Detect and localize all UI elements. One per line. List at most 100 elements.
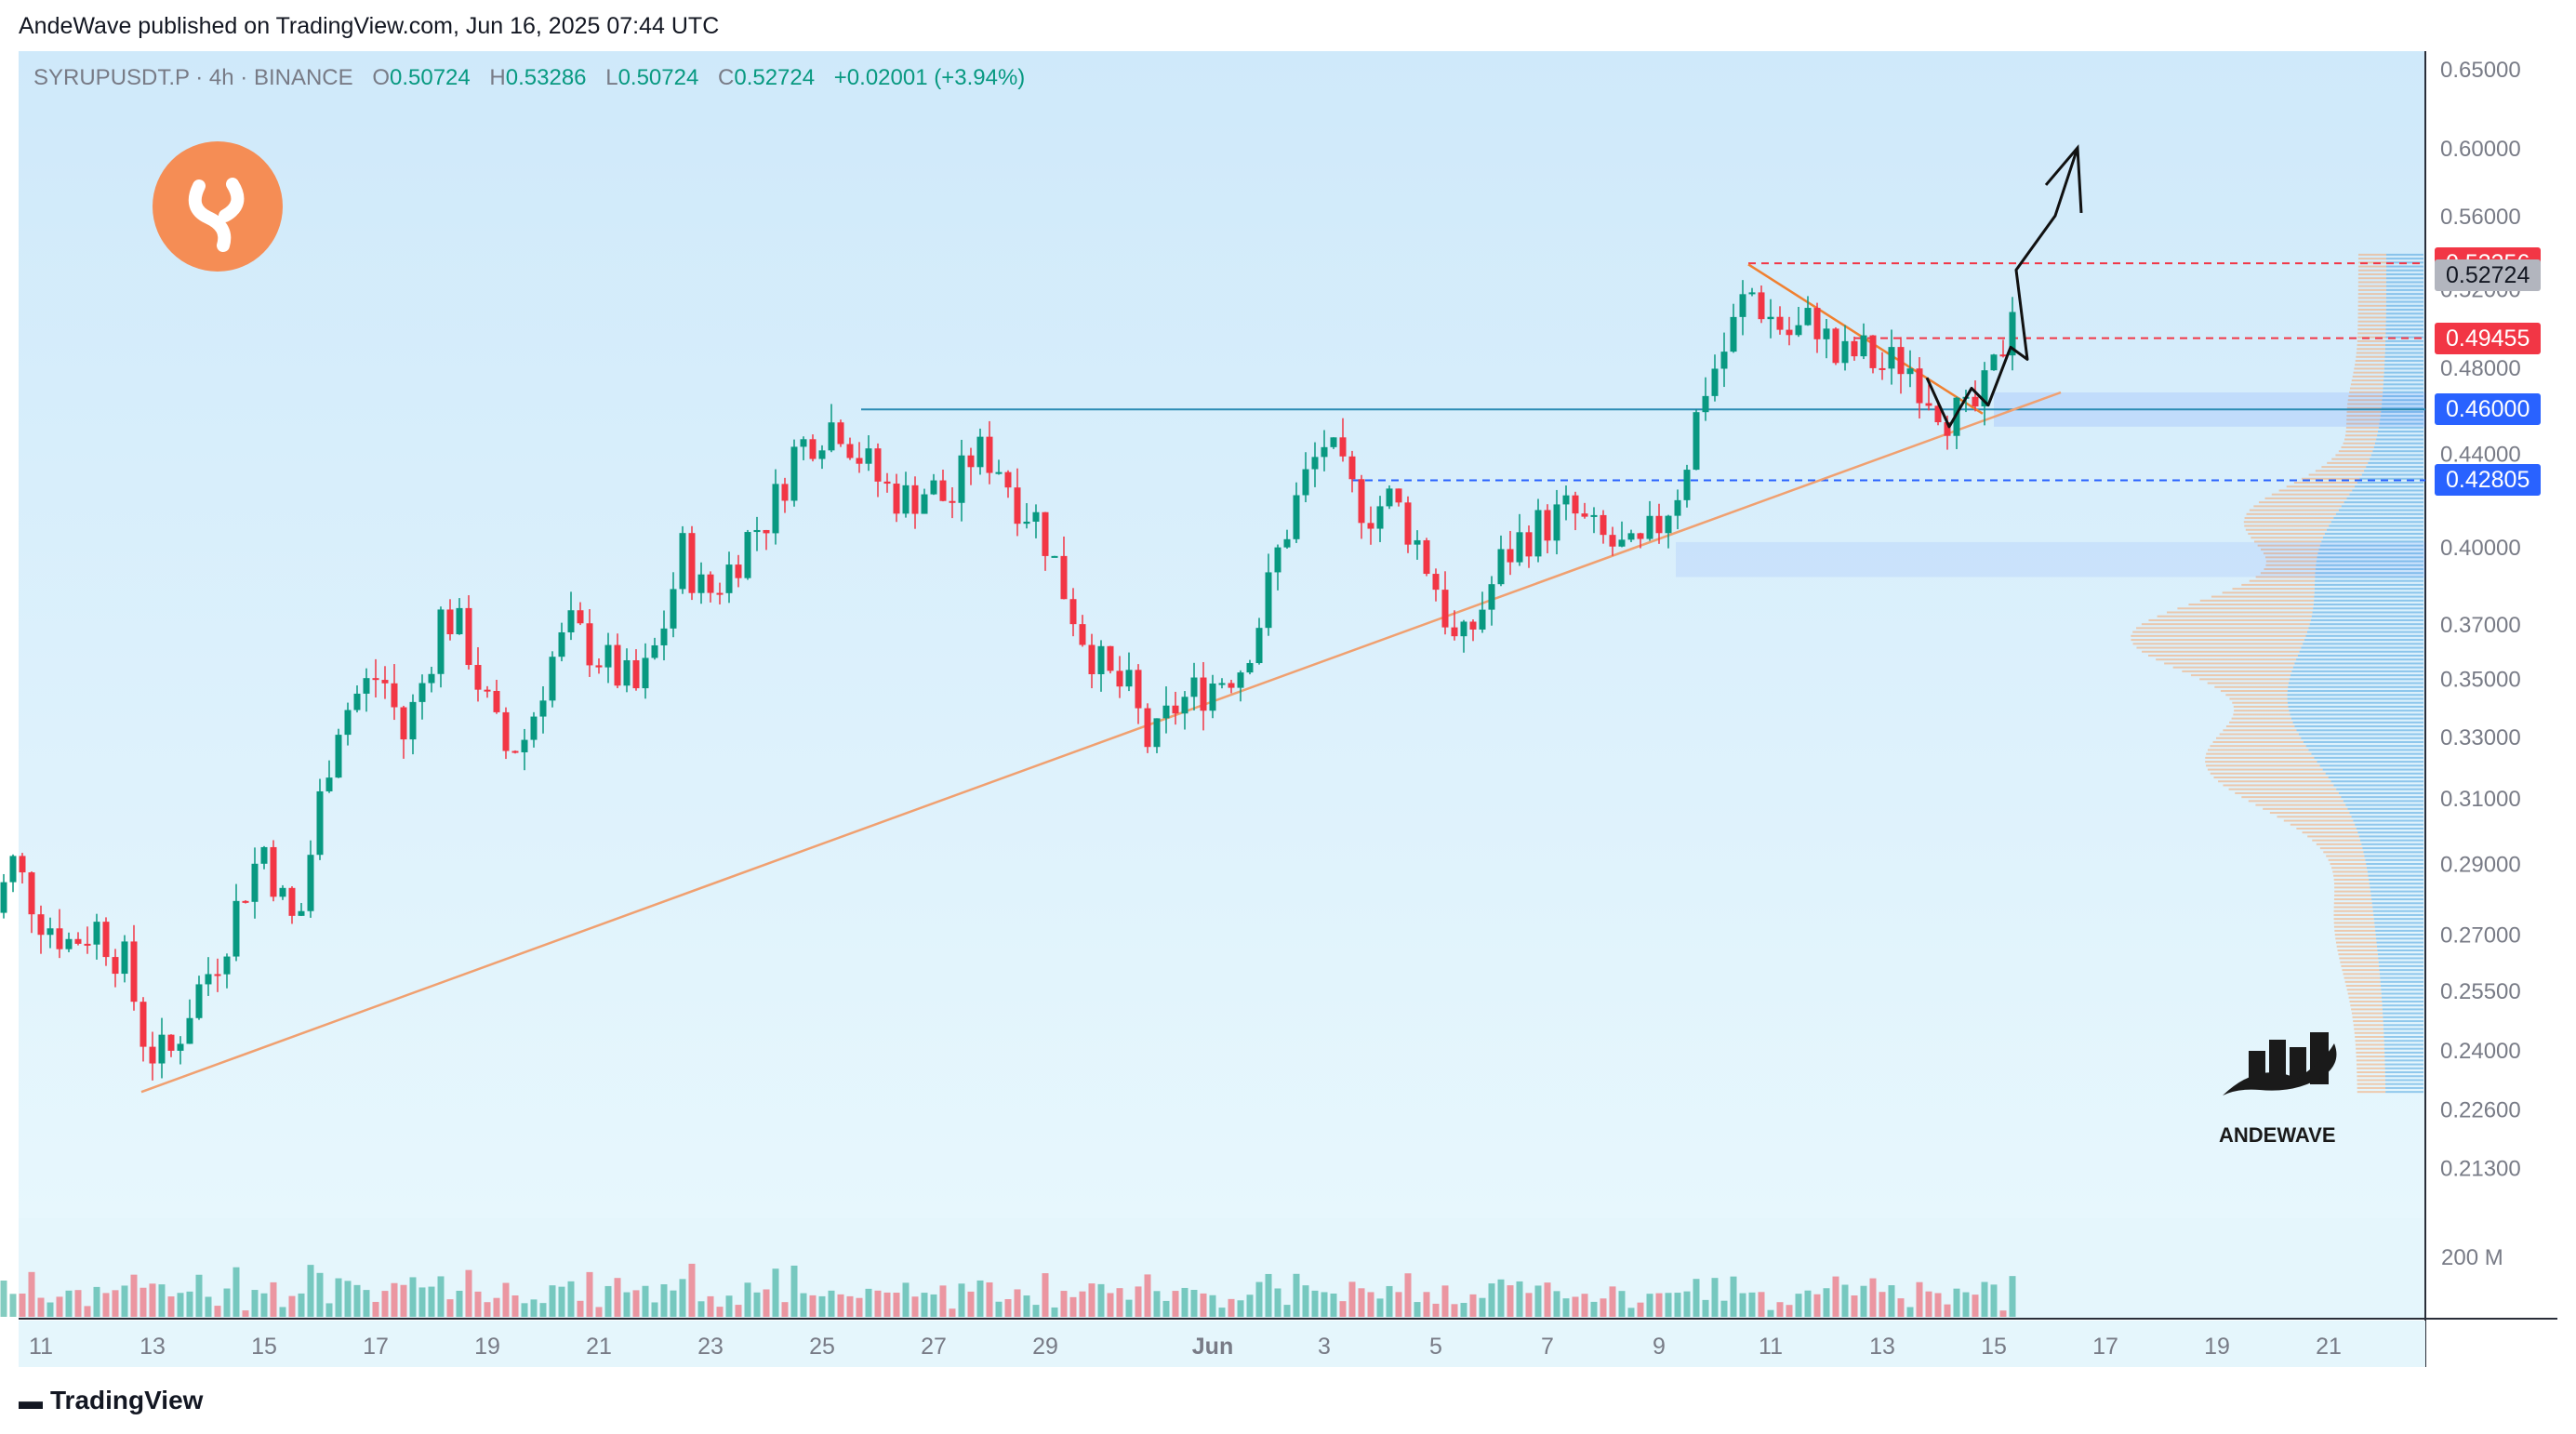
candle-body[interactable] (1479, 609, 1486, 630)
candle-body[interactable] (177, 1043, 184, 1051)
candle-body[interactable] (1004, 471, 1012, 488)
candle-body[interactable] (1934, 405, 1942, 423)
candle-body[interactable] (1674, 499, 1681, 516)
candle-body[interactable] (763, 529, 770, 534)
candle-body[interactable] (1572, 495, 1579, 514)
candle-body[interactable] (353, 693, 361, 710)
candle-body[interactable] (688, 533, 696, 593)
candle-body[interactable] (521, 739, 528, 752)
candle-body[interactable] (1079, 624, 1086, 645)
candle-body[interactable] (1023, 521, 1030, 524)
candle-body[interactable] (1702, 395, 1709, 413)
candle-body[interactable] (530, 716, 538, 740)
candle-body[interactable] (1376, 506, 1384, 529)
candle-body[interactable] (921, 494, 928, 514)
candle-body[interactable] (595, 665, 603, 668)
candle-body[interactable] (307, 855, 314, 911)
candle-body[interactable] (883, 481, 891, 485)
candle-body[interactable] (1590, 514, 1598, 517)
candle-body[interactable] (1581, 513, 1588, 517)
candle-body[interactable] (949, 500, 956, 503)
candle-body[interactable] (1655, 515, 1663, 534)
candle-body[interactable] (1776, 316, 1784, 330)
candle-body[interactable] (279, 887, 286, 897)
candle-body[interactable] (195, 984, 203, 1018)
candle-body[interactable] (1953, 397, 1960, 436)
candle-body[interactable] (167, 1034, 175, 1051)
candle-body[interactable] (112, 957, 119, 975)
candle-body[interactable] (1748, 292, 1756, 295)
candle-body[interactable] (986, 436, 993, 473)
price-tag[interactable]: 0.42805 (2435, 464, 2542, 497)
candle-body[interactable] (614, 644, 621, 686)
candle-body[interactable] (400, 707, 407, 740)
candle-body[interactable] (1758, 292, 1765, 320)
candle-body[interactable] (1367, 523, 1374, 529)
candle-body[interactable] (1618, 539, 1626, 547)
candle-body[interactable] (1348, 456, 1356, 480)
candle-body[interactable] (1860, 335, 1867, 357)
candle-body[interactable] (1032, 511, 1040, 522)
candle-body[interactable] (1190, 677, 1198, 697)
candle-body[interactable] (1451, 627, 1458, 637)
candle-body[interactable] (1069, 599, 1077, 625)
candle-body[interactable] (707, 574, 714, 593)
candle-body[interactable] (660, 628, 668, 645)
candle-body[interactable] (1246, 663, 1254, 673)
candle-body[interactable] (1516, 532, 1523, 563)
candle-body[interactable] (84, 943, 91, 946)
candle-body[interactable] (9, 856, 17, 883)
candle-body[interactable] (958, 455, 965, 503)
candle-body[interactable] (828, 422, 835, 451)
candle-body[interactable] (1507, 549, 1514, 563)
symbol-label[interactable]: SYRUPUSDT.P · 4h · BINANCE (33, 65, 353, 90)
candle-body[interactable] (865, 448, 872, 464)
candle-body[interactable] (56, 928, 63, 949)
candle-body[interactable] (363, 678, 370, 694)
candle-body[interactable] (270, 846, 277, 897)
candle-body[interactable] (1851, 340, 1858, 357)
candle-body[interactable] (344, 710, 352, 736)
candle-body[interactable] (1469, 621, 1477, 630)
candle-body[interactable] (1162, 705, 1170, 719)
candle-body[interactable] (604, 644, 612, 668)
candle-body[interactable] (1395, 488, 1402, 503)
candle-body[interactable] (139, 1002, 147, 1047)
candle-body[interactable] (502, 711, 510, 751)
candle-body[interactable] (1525, 532, 1533, 557)
candle-body[interactable] (1441, 590, 1449, 628)
candle-body[interactable] (251, 863, 259, 902)
candle-body[interactable] (1711, 368, 1719, 396)
candle-body[interactable] (232, 900, 240, 957)
candle-body[interactable] (391, 683, 398, 708)
candle-body[interactable] (484, 689, 491, 692)
candle-body[interactable] (186, 1017, 193, 1044)
candle-body[interactable] (1609, 535, 1616, 547)
candle-body[interactable] (28, 872, 35, 915)
candle-body[interactable] (670, 589, 677, 629)
candle-body[interactable] (1097, 645, 1105, 674)
candle-body[interactable] (1172, 705, 1179, 714)
candle-body[interactable] (223, 956, 231, 975)
candle-body[interactable] (1730, 316, 1737, 352)
candle-body[interactable] (939, 480, 947, 501)
candle-body[interactable] (1488, 584, 1495, 610)
candle-body[interactable] (976, 436, 984, 468)
candle-body[interactable] (1767, 316, 1774, 320)
candle-body[interactable] (1283, 538, 1291, 548)
candle-body[interactable] (753, 529, 761, 533)
candle-body[interactable] (1823, 328, 1830, 339)
candle-body[interactable] (1042, 511, 1049, 556)
candle-body[interactable] (1999, 354, 2007, 357)
candle-body[interactable] (1944, 422, 1951, 436)
candle-body[interactable] (1534, 510, 1542, 557)
candle-body[interactable] (995, 471, 1003, 474)
candle-body[interactable] (316, 790, 324, 856)
candle-body[interactable] (772, 484, 779, 534)
candle-body[interactable] (679, 533, 686, 590)
candle-body[interactable] (1116, 671, 1123, 687)
candle-body[interactable] (493, 690, 500, 712)
candle-body[interactable] (781, 484, 789, 501)
candle-body[interactable] (874, 448, 882, 482)
